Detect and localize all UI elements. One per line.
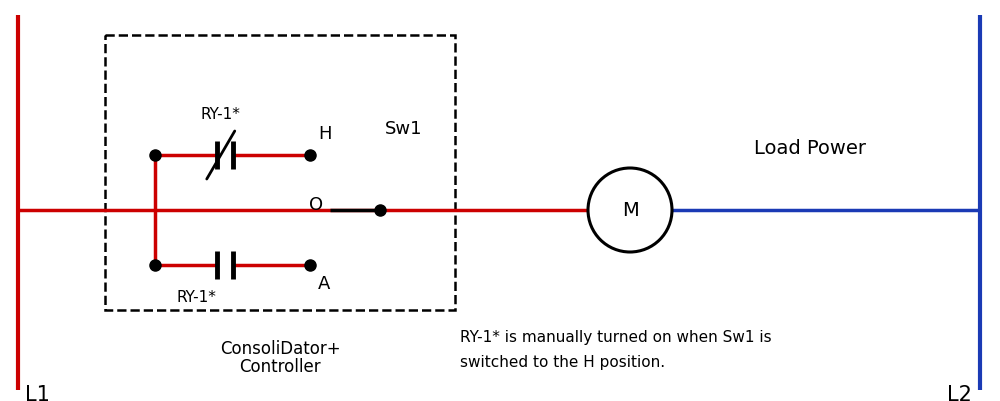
Bar bbox=[105, 35, 455, 310]
Text: H: H bbox=[318, 125, 332, 143]
Circle shape bbox=[588, 168, 672, 252]
Text: L1: L1 bbox=[25, 385, 50, 401]
Text: ConsoliDator+: ConsoliDator+ bbox=[220, 340, 340, 358]
Text: M: M bbox=[622, 200, 638, 219]
Text: RY-1*: RY-1* bbox=[176, 290, 216, 305]
Text: Load Power: Load Power bbox=[754, 138, 866, 158]
Text: switched to the H position.: switched to the H position. bbox=[460, 355, 665, 370]
Text: O: O bbox=[309, 196, 323, 214]
Text: RY-1* is manually turned on when Sw1 is: RY-1* is manually turned on when Sw1 is bbox=[460, 330, 772, 345]
Text: L2: L2 bbox=[947, 385, 972, 401]
Text: A: A bbox=[318, 275, 330, 293]
Text: Sw1: Sw1 bbox=[385, 120, 422, 138]
Text: RY-1*: RY-1* bbox=[200, 107, 240, 122]
Text: Controller: Controller bbox=[239, 358, 321, 376]
